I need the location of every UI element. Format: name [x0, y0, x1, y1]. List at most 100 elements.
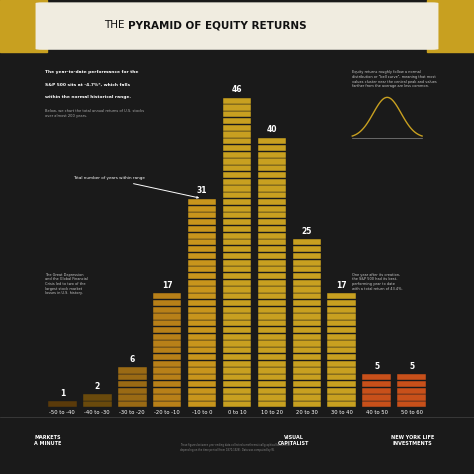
Bar	[188, 394, 217, 401]
Bar	[223, 118, 251, 124]
Bar	[292, 239, 321, 246]
Bar	[257, 266, 286, 273]
Bar	[188, 286, 217, 293]
Text: 1: 1	[60, 389, 65, 398]
Bar	[188, 374, 217, 381]
Bar	[153, 334, 182, 340]
Bar	[223, 226, 251, 232]
Text: VISUAL
CAPITALIST: VISUAL CAPITALIST	[278, 435, 310, 446]
Bar	[257, 394, 286, 401]
Bar	[257, 293, 286, 300]
Bar	[153, 367, 182, 374]
Bar	[328, 367, 356, 374]
Bar	[257, 313, 286, 319]
Bar	[292, 246, 321, 252]
Bar	[0, 0, 47, 52]
Bar	[292, 401, 321, 407]
Bar	[223, 327, 251, 333]
Bar	[188, 280, 217, 286]
Bar	[328, 293, 356, 300]
Bar	[223, 158, 251, 164]
Bar	[257, 219, 286, 225]
Bar	[257, 354, 286, 360]
Bar	[397, 374, 426, 381]
Bar	[223, 111, 251, 118]
Text: 5: 5	[409, 362, 414, 371]
Bar	[223, 388, 251, 394]
Bar	[188, 259, 217, 266]
Bar	[257, 246, 286, 252]
Bar	[328, 401, 356, 407]
Bar	[153, 394, 182, 401]
Bar	[257, 347, 286, 354]
Bar	[292, 340, 321, 346]
Bar	[292, 347, 321, 354]
Bar	[188, 327, 217, 333]
Bar	[188, 334, 217, 340]
Text: 2: 2	[95, 382, 100, 391]
Bar	[188, 340, 217, 346]
Bar	[257, 226, 286, 232]
Bar	[292, 266, 321, 273]
Bar	[257, 233, 286, 239]
Bar	[257, 401, 286, 407]
Bar	[223, 300, 251, 306]
Bar	[328, 327, 356, 333]
Bar	[328, 394, 356, 401]
Bar	[223, 394, 251, 401]
Bar	[257, 239, 286, 246]
Bar	[188, 293, 217, 300]
Bar	[397, 394, 426, 401]
Bar	[328, 347, 356, 354]
Bar	[257, 361, 286, 367]
Bar	[257, 340, 286, 346]
Bar	[257, 152, 286, 158]
Bar	[188, 199, 217, 205]
Bar	[223, 253, 251, 259]
Bar	[292, 394, 321, 401]
Bar	[328, 334, 356, 340]
Bar	[48, 401, 77, 407]
Bar	[188, 307, 217, 313]
Bar	[292, 361, 321, 367]
Text: The Great Depression
and the Global Financial
Crisis led to two of the
largest s: The Great Depression and the Global Fina…	[45, 273, 88, 295]
Bar	[118, 394, 146, 401]
Bar	[292, 327, 321, 333]
Bar	[292, 313, 321, 319]
Bar	[397, 401, 426, 407]
Bar	[292, 354, 321, 360]
Bar	[223, 212, 251, 219]
Bar	[188, 206, 217, 212]
Bar	[188, 246, 217, 252]
Bar	[328, 300, 356, 306]
Bar	[223, 361, 251, 367]
Bar	[363, 374, 391, 381]
Bar	[223, 259, 251, 266]
Bar	[223, 125, 251, 131]
Bar	[153, 347, 182, 354]
Bar	[328, 340, 356, 346]
Bar	[363, 388, 391, 394]
Bar	[292, 388, 321, 394]
Bar	[328, 320, 356, 327]
Bar	[223, 233, 251, 239]
Bar	[153, 327, 182, 333]
Bar	[188, 266, 217, 273]
Bar	[223, 381, 251, 387]
Bar	[223, 280, 251, 286]
Bar	[118, 374, 146, 381]
Bar	[257, 388, 286, 394]
Text: Equity returns roughly follow a normal
distribution or "bell curve", meaning tha: Equity returns roughly follow a normal d…	[352, 70, 437, 88]
Bar	[257, 185, 286, 191]
Bar	[257, 138, 286, 144]
Bar	[257, 273, 286, 279]
Text: One year after its creation,
the S&P 500 had its best-
performing year to date
w: One year after its creation, the S&P 500…	[352, 273, 403, 291]
Bar	[188, 273, 217, 279]
Bar	[223, 401, 251, 407]
Bar	[188, 253, 217, 259]
Bar	[223, 266, 251, 273]
Bar	[153, 340, 182, 346]
Bar	[153, 320, 182, 327]
Bar	[292, 253, 321, 259]
Bar	[223, 293, 251, 300]
